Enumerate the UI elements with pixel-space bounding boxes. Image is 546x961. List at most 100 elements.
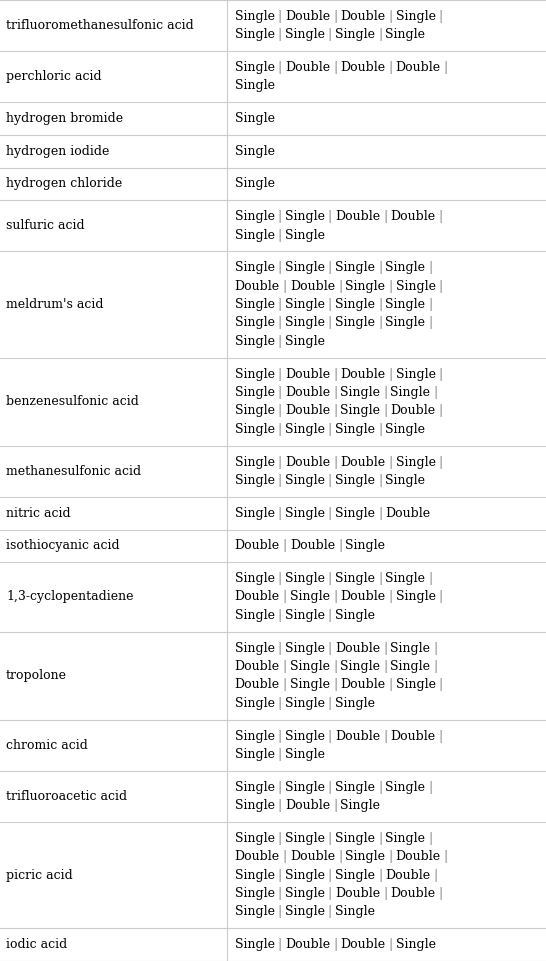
Text: perchloric acid: perchloric acid xyxy=(6,70,102,84)
Text: hydrogen bromide: hydrogen bromide xyxy=(6,112,123,125)
Text: |: | xyxy=(328,572,332,585)
Text: isothiocyanic acid: isothiocyanic acid xyxy=(6,539,120,553)
Text: |: | xyxy=(277,609,282,622)
Text: Double: Double xyxy=(235,678,280,691)
Text: |: | xyxy=(429,261,432,274)
Text: |: | xyxy=(383,405,388,417)
Text: |: | xyxy=(388,10,393,23)
Text: |: | xyxy=(277,210,282,223)
Text: Double: Double xyxy=(285,368,330,381)
Text: Single: Single xyxy=(235,832,275,845)
Text: Single: Single xyxy=(285,316,325,330)
Text: |: | xyxy=(438,368,443,381)
Text: Single: Single xyxy=(235,261,275,274)
Text: Double: Double xyxy=(285,800,330,812)
Text: |: | xyxy=(429,316,432,330)
Text: Single: Single xyxy=(235,474,275,487)
Text: Single: Single xyxy=(340,660,380,673)
Text: |: | xyxy=(328,780,332,794)
Text: |: | xyxy=(378,869,382,881)
Text: |: | xyxy=(333,405,337,417)
Text: |: | xyxy=(438,405,443,417)
Text: |: | xyxy=(333,590,337,604)
Text: |: | xyxy=(383,386,388,399)
Text: |: | xyxy=(277,905,282,919)
Text: |: | xyxy=(277,642,282,654)
Text: Double: Double xyxy=(290,850,335,863)
Text: Double: Double xyxy=(335,642,380,654)
Text: Double: Double xyxy=(390,729,436,743)
Text: |: | xyxy=(378,474,382,487)
Text: Single: Single xyxy=(235,28,275,41)
Text: Single: Single xyxy=(235,887,275,900)
Text: Single: Single xyxy=(335,609,375,622)
Text: Single: Single xyxy=(385,28,425,41)
Text: |: | xyxy=(378,316,382,330)
Text: Single: Single xyxy=(285,748,325,761)
Text: Single: Single xyxy=(385,474,425,487)
Text: |: | xyxy=(283,539,287,553)
Text: Single: Single xyxy=(385,832,425,845)
Text: |: | xyxy=(383,887,388,900)
Text: |: | xyxy=(277,28,282,41)
Text: Single: Single xyxy=(235,61,275,74)
Text: |: | xyxy=(277,780,282,794)
Text: |: | xyxy=(277,316,282,330)
Text: Double: Double xyxy=(285,10,330,23)
Text: |: | xyxy=(378,423,382,436)
Text: Single: Single xyxy=(285,423,325,436)
Text: Single: Single xyxy=(335,423,375,436)
Text: Single: Single xyxy=(235,298,275,311)
Text: Single: Single xyxy=(285,832,325,845)
Text: picric acid: picric acid xyxy=(6,869,73,881)
Text: |: | xyxy=(383,729,388,743)
Text: Single: Single xyxy=(235,572,275,585)
Text: |: | xyxy=(277,229,282,241)
Text: Single: Single xyxy=(235,609,275,622)
Text: Single: Single xyxy=(285,697,325,710)
Text: Single: Single xyxy=(385,780,425,794)
Text: chromic acid: chromic acid xyxy=(6,739,88,752)
Text: |: | xyxy=(434,869,438,881)
Text: |: | xyxy=(277,386,282,399)
Text: Single: Single xyxy=(335,905,375,919)
Text: Double: Double xyxy=(285,405,330,417)
Text: Single: Single xyxy=(390,660,430,673)
Text: |: | xyxy=(328,28,332,41)
Text: Single: Single xyxy=(335,261,375,274)
Text: Single: Single xyxy=(235,642,275,654)
Text: Single: Single xyxy=(345,539,385,553)
Text: |: | xyxy=(277,368,282,381)
Text: |: | xyxy=(283,280,287,292)
Text: Double: Double xyxy=(396,850,441,863)
Text: |: | xyxy=(333,456,337,469)
Text: |: | xyxy=(333,938,337,951)
Text: |: | xyxy=(338,850,342,863)
Text: Double: Double xyxy=(335,210,380,223)
Text: Single: Single xyxy=(285,210,325,223)
Text: |: | xyxy=(328,869,332,881)
Text: tropolone: tropolone xyxy=(6,669,67,682)
Text: Single: Single xyxy=(285,298,325,311)
Text: Single: Single xyxy=(235,10,275,23)
Text: |: | xyxy=(378,572,382,585)
Text: Single: Single xyxy=(235,729,275,743)
Text: Double: Double xyxy=(385,869,430,881)
Text: |: | xyxy=(383,642,388,654)
Text: |: | xyxy=(338,280,342,292)
Text: |: | xyxy=(283,850,287,863)
Text: |: | xyxy=(438,10,443,23)
Text: Single: Single xyxy=(396,456,436,469)
Text: |: | xyxy=(434,660,438,673)
Text: Single: Single xyxy=(285,642,325,654)
Text: sulfuric acid: sulfuric acid xyxy=(6,219,85,233)
Text: |: | xyxy=(277,748,282,761)
Text: Single: Single xyxy=(235,423,275,436)
Text: Single: Single xyxy=(340,405,380,417)
Text: Single: Single xyxy=(335,832,375,845)
Text: meldrum's acid: meldrum's acid xyxy=(6,298,104,311)
Text: Single: Single xyxy=(235,229,275,241)
Text: |: | xyxy=(438,210,443,223)
Text: |: | xyxy=(277,729,282,743)
Text: |: | xyxy=(328,210,332,223)
